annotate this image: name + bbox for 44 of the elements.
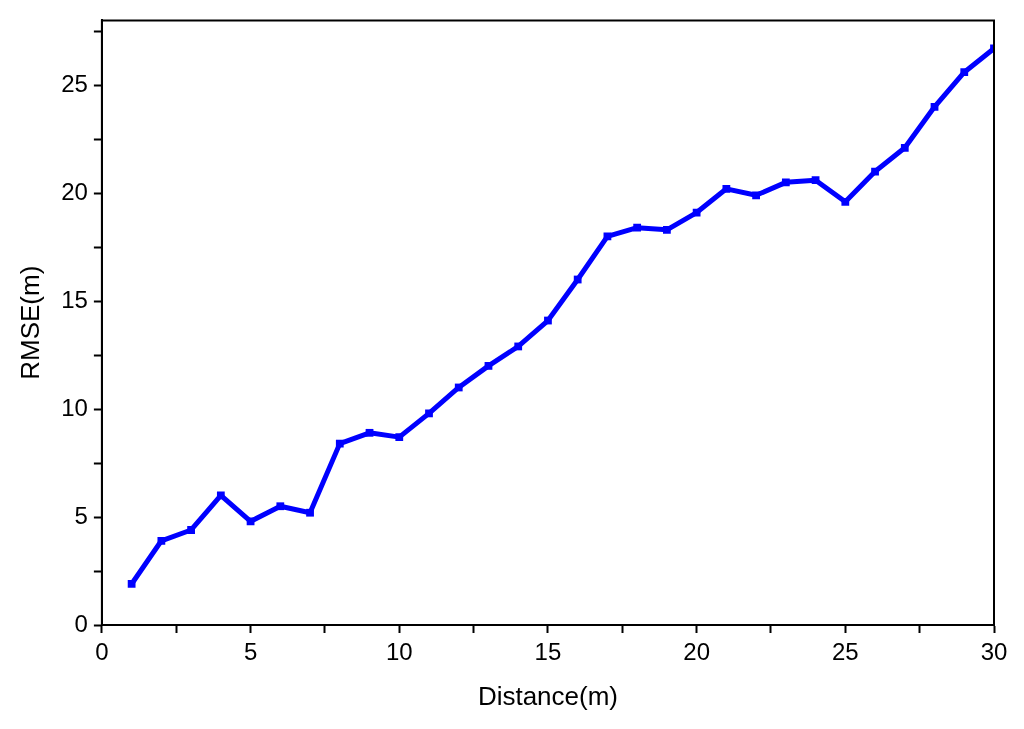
point — [276, 502, 285, 511]
point — [454, 383, 463, 392]
y-tick-label: 15 — [61, 285, 88, 313]
point — [960, 68, 969, 77]
point — [484, 362, 493, 370]
x-tick-label: 20 — [683, 638, 710, 666]
point — [425, 409, 433, 418]
point — [692, 208, 701, 217]
point — [722, 184, 731, 193]
point — [335, 439, 344, 448]
point — [841, 197, 850, 206]
x-tick-label: 10 — [385, 638, 413, 666]
point — [157, 536, 166, 545]
x-tick-label: 5 — [243, 638, 258, 666]
point — [900, 143, 909, 152]
point — [930, 102, 939, 111]
point — [216, 491, 225, 500]
x-tick-label: 25 — [831, 638, 859, 666]
point — [663, 225, 671, 234]
point — [573, 275, 582, 284]
point — [871, 167, 879, 176]
y-tick-label: 0 — [74, 609, 88, 637]
point — [633, 223, 642, 232]
point — [811, 176, 820, 185]
point — [306, 508, 314, 517]
x-tick-label: 15 — [534, 638, 562, 666]
y-tick-label: 20 — [61, 177, 88, 205]
point — [752, 191, 760, 200]
y-tick-label: 5 — [74, 501, 88, 529]
point — [395, 433, 404, 442]
point — [246, 517, 255, 526]
y-tick-label: 10 — [61, 393, 88, 421]
y-tick-label: 25 — [61, 69, 88, 97]
point — [514, 342, 523, 351]
x-tick-label: 0 — [95, 638, 109, 666]
y-axis-title: RMSE(m) — [14, 265, 45, 380]
x-tick-label: 30 — [980, 638, 1008, 666]
point — [365, 428, 374, 437]
x-axis-title: Distance(m) — [477, 680, 619, 711]
point — [603, 232, 612, 241]
point — [127, 580, 136, 588]
point — [544, 316, 552, 325]
point — [781, 178, 790, 187]
point — [187, 526, 195, 534]
